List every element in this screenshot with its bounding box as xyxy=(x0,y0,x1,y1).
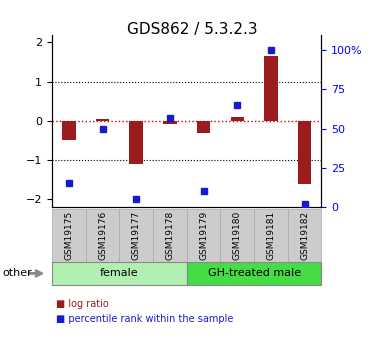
Text: GH-treated male: GH-treated male xyxy=(208,268,301,278)
Bar xyxy=(153,209,187,262)
Bar xyxy=(298,121,311,184)
Bar xyxy=(85,209,119,262)
Bar xyxy=(62,121,75,140)
Text: other: other xyxy=(2,268,32,278)
Text: ■ log ratio: ■ log ratio xyxy=(56,299,109,308)
Bar xyxy=(220,209,254,262)
Text: GSM19179: GSM19179 xyxy=(199,211,208,260)
Text: GSM19180: GSM19180 xyxy=(233,211,242,260)
Text: ■ percentile rank within the sample: ■ percentile rank within the sample xyxy=(56,314,233,324)
Bar xyxy=(119,209,153,262)
Bar xyxy=(52,262,187,285)
Bar xyxy=(264,56,278,121)
Bar xyxy=(231,117,244,121)
Text: GSM19177: GSM19177 xyxy=(132,211,141,260)
Bar xyxy=(254,209,288,262)
Bar xyxy=(288,209,321,262)
Bar xyxy=(163,121,177,124)
Text: female: female xyxy=(100,268,139,278)
Bar xyxy=(187,209,220,262)
Text: GSM19175: GSM19175 xyxy=(64,211,73,260)
Text: GSM19176: GSM19176 xyxy=(98,211,107,260)
Text: GSM19181: GSM19181 xyxy=(266,211,275,260)
Bar xyxy=(197,121,210,133)
Bar xyxy=(52,209,85,262)
Text: GSM19182: GSM19182 xyxy=(300,211,309,260)
Text: GDS862 / 5.3.2.3: GDS862 / 5.3.2.3 xyxy=(127,22,258,37)
Bar xyxy=(129,121,143,164)
Text: GSM19178: GSM19178 xyxy=(166,211,174,260)
Bar xyxy=(96,119,109,121)
Bar xyxy=(187,262,321,285)
